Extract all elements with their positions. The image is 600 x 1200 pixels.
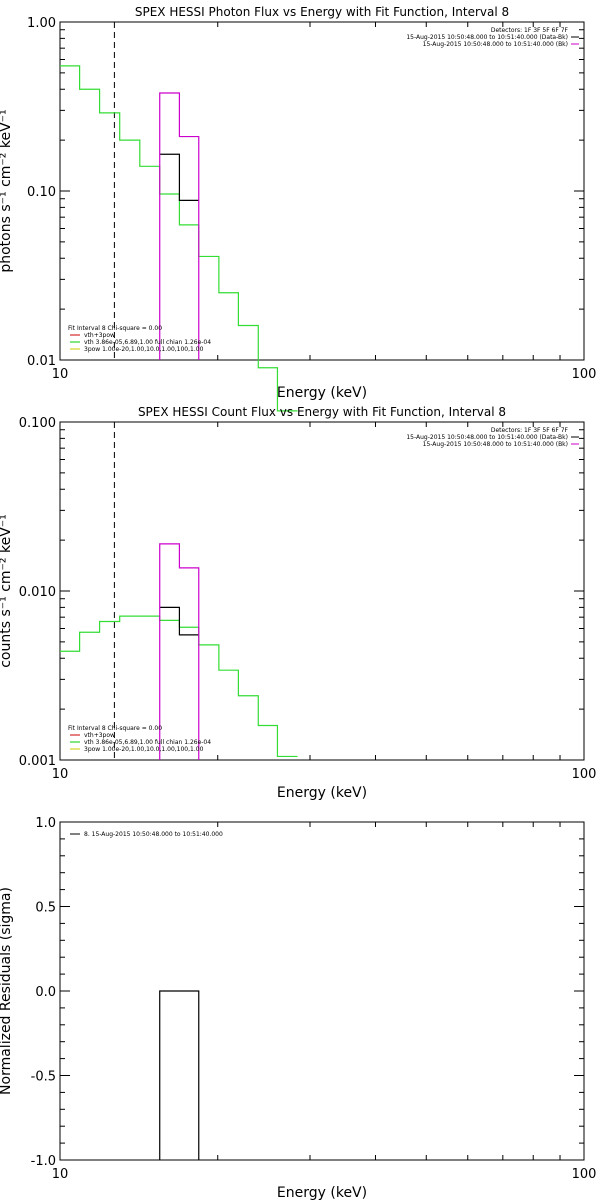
x-tick-label: 100 [572,767,597,782]
y-axis-label: Normalized Residuals (sigma) [0,887,14,1095]
y-tick-label: 0.01 [27,354,56,369]
x-axis-label: Energy (keV) [277,385,367,401]
y-axis-label: counts s⁻¹ cm⁻² keV⁻¹ [0,514,14,668]
y-tick-label: 0.001 [19,754,56,769]
plot-frame [59,21,585,361]
y-tick-label: -1.0 [31,1154,56,1169]
legend-left-entry: vth 3.86e-05,6.89,1.00 full chian 1.26e-… [84,339,211,346]
legend-right-entry: 15-Aug-2015 10:50:48.000 to 10:51:40.000… [423,41,568,48]
series-3-step-line [159,543,200,760]
legend-left-entry: vth 3.86e-05,6.89,1.00 full chian 1.26e-… [84,739,211,746]
legend-left-entry: vth+3pow [84,332,115,339]
chart-panel-2: SPEX HESSI Count Flux vs Energy with Fit… [0,405,596,801]
legend-left-entry: 3pow 1.00e-20,1.00,10.0,1.00,100,1.00 [84,746,204,753]
x-tick-label: 100 [572,1167,597,1182]
series-1-step-line [60,65,298,412]
chart-title: SPEX HESSI Photon Flux vs Energy with Fi… [135,5,509,19]
legend-right-entry: Detectors: 1F 3F 5F 6F 7F [491,27,569,34]
y-axis-label: photons s⁻¹ cm⁻² keV⁻¹ [0,109,14,272]
legend-right-entry: 15-Aug-2015 10:50:48.000 to 10:51:40.000… [406,434,568,441]
y-tick-label: 0.100 [19,416,56,431]
series-1-step-line [159,990,200,1160]
y-tick-label: 0.010 [19,585,56,600]
y-tick-label: 0.0 [35,985,56,1000]
chart-panel-3: 10 100 Energy (keV) 1.0 0.5 0.0 -0.5 -1.0 Normal… [0,816,596,1200]
chart-title: SPEX HESSI Count Flux vs Energy with Fit… [138,405,506,419]
series-3-step-line [159,92,200,360]
legend-top-entry: 8. 15-Aug-2015 10:50:48.000 to 10:51:40.… [84,831,223,838]
legend-left-entry: 3pow 1.00e-20,1.00,10.0,1.00,100,1.00 [84,346,204,353]
series-2-step-line [159,153,199,201]
x-axis-label: Energy (keV) [277,1185,367,1200]
y-tick-label: 0.5 [35,901,56,916]
y-tick-label: 1.00 [27,16,56,31]
y-tick-label: 0.10 [27,185,56,200]
chart-panel-1: SPEX HESSI Photon Flux vs Energy with Fi… [0,5,597,412]
legend-right-entry: Detectors: 1F 3F 5F 6F 7F [491,427,569,434]
x-tick-label: 10 [52,767,69,782]
y-tick-label: 1.0 [35,816,56,831]
legend-right-entry: 15-Aug-2015 10:50:48.000 to 10:51:40.000… [406,34,568,41]
legend-right-entry: 15-Aug-2015 10:50:48.000 to 10:51:40.000… [423,441,568,448]
x-tick-label: 100 [572,367,597,382]
legend-left-entry: Fit Interval 8 Chi-square = 0.00 [68,325,162,332]
y-tick-label: -0.5 [31,1070,56,1085]
legend-left-entry: Fit Interval 8 Chi-square = 0.00 [68,725,162,732]
series-2-step-line [159,606,199,636]
x-axis-label: Energy (keV) [277,785,367,801]
plot-frame [59,821,585,1161]
plot-frame [59,421,585,761]
legend-left-entry: vth+3pow [84,732,115,739]
x-tick-label: 10 [52,367,69,382]
x-tick-label: 10 [52,1167,69,1182]
